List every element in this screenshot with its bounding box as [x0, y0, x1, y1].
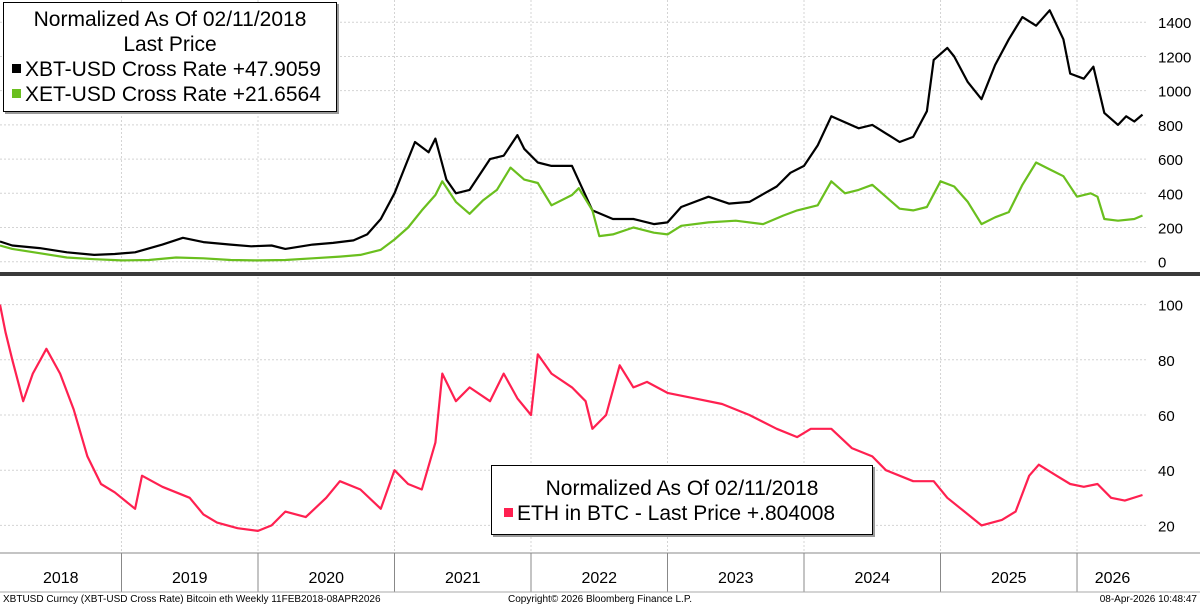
bottom-y-tick-label: 80 — [1158, 353, 1175, 370]
x-year-label: 2023 — [718, 570, 754, 587]
y-axis-ticks: 0 200 400 600 800 1000 1200 1400 20 40 60 80 100 — [1158, 15, 1191, 535]
legend-label-eth-btc: ETH in BTC - Last Price +.804008 — [517, 502, 836, 525]
series-line-xet-usd-cross-rate — [0, 161, 1143, 262]
x-axis-years: 2018 2019 2020 2021 2022 2023 2024 2025 2026 — [43, 553, 1130, 592]
x-year-label: 2019 — [172, 570, 208, 587]
x-year-label: 2020 — [308, 570, 344, 587]
series-layer — [0, 9, 1144, 532]
top-y-tick-label: 1400 — [1158, 15, 1191, 32]
top-y-tick-label: 0 — [1158, 255, 1166, 272]
x-year-label: 2018 — [43, 570, 79, 587]
bottom-y-tick-label: 100 — [1158, 298, 1183, 315]
bottom-y-tick-label: 40 — [1158, 463, 1175, 480]
legend-entry-eth-btc: ETH in BTC - Last Price +.804008 — [492, 501, 872, 526]
bottom-legend: Normalized As Of 02/11/2018 ETH in BTC -… — [491, 465, 873, 535]
top-y-tick-label: 1000 — [1158, 84, 1191, 101]
legend-entry-xbt: XBT-USD Cross Rate +47.9059 — [4, 57, 336, 82]
x-year-label: 2024 — [854, 570, 890, 587]
top-y-tick-label: 600 — [1158, 152, 1183, 169]
footer-copyright: Copyright© 2026 Bloomberg Finance L.P. — [508, 594, 692, 605]
top-y-tick-label: 200 — [1158, 221, 1183, 238]
footer-timestamp: 08-Apr-2026 10:48:47 — [1099, 594, 1197, 605]
bottom-y-tick-label: 20 — [1158, 518, 1175, 535]
x-year-label: 2025 — [991, 570, 1027, 587]
series-line-xbt-usd-cross-rate — [0, 9, 1144, 256]
xbt-swatch-icon — [12, 64, 21, 73]
top-y-tick-label: 800 — [1158, 118, 1183, 135]
top-y-tick-label: 400 — [1158, 186, 1183, 203]
top-y-tick-label: 1200 — [1158, 49, 1191, 66]
x-year-label: 2022 — [581, 570, 617, 587]
xet-swatch-icon — [12, 89, 21, 98]
x-year-label: 2021 — [445, 570, 481, 587]
top-legend-title: Normalized As Of 02/11/2018 — [33, 8, 307, 31]
top-legend: Normalized As Of 02/11/2018 Last Price X… — [3, 2, 337, 112]
x-year-label: 2026 — [1095, 570, 1131, 587]
bottom-legend-title: Normalized As Of 02/11/2018 — [545, 477, 819, 500]
series-line-eth-in-btc — [0, 304, 1143, 532]
legend-label-xet: XET-USD Cross Rate +21.6564 — [25, 83, 321, 106]
eth-btc-swatch-icon — [504, 508, 513, 517]
bottom-y-tick-label: 60 — [1158, 408, 1175, 425]
top-legend-subtitle: Last Price — [123, 33, 217, 56]
footer-left: XBTUSD Curncy (XBT-USD Cross Rate) Bitco… — [3, 594, 381, 605]
legend-label-xbt: XBT-USD Cross Rate +47.9059 — [25, 58, 321, 81]
legend-entry-xet: XET-USD Cross Rate +21.6564 — [4, 82, 336, 107]
